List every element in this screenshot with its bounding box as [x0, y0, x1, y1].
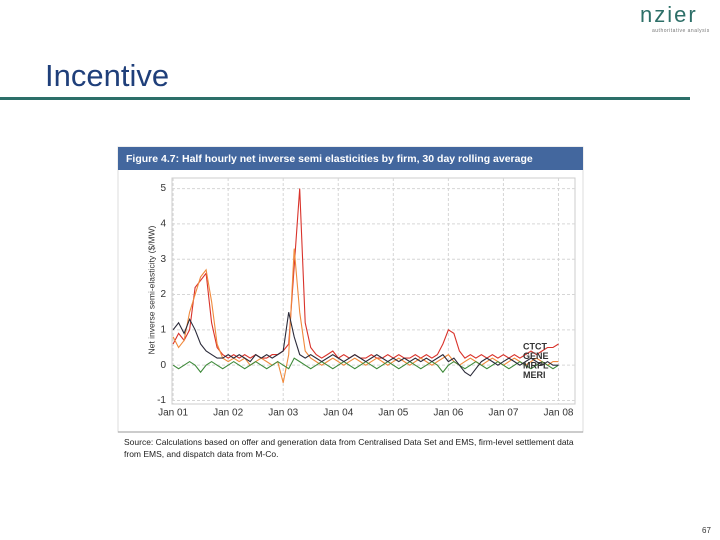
x-tick-label: Jan 04	[323, 408, 353, 419]
page-number: 67	[702, 526, 711, 535]
plot-area	[171, 177, 576, 405]
x-tick-label: Jan 01	[158, 408, 188, 419]
slide-title: Incentive	[45, 58, 170, 93]
legend-label: GENE	[523, 351, 549, 361]
x-tick-label: Jan 08	[543, 408, 573, 419]
legend-label: MERI	[523, 370, 546, 380]
series-line	[172, 248, 559, 383]
x-tick-label: Jan 07	[488, 408, 518, 419]
x-tick-label: Jan 02	[213, 408, 243, 419]
y-tick-label: 0	[160, 360, 166, 371]
series-line	[172, 188, 559, 359]
series-line	[172, 312, 559, 377]
y-tick-label: 3	[160, 254, 166, 265]
figure-header	[118, 147, 583, 170]
y-tick-label: 2	[160, 289, 166, 300]
y-tick-label: 4	[160, 219, 166, 230]
legend-label: MRPL	[523, 360, 549, 370]
y-tick-label: -1	[157, 395, 166, 406]
y-tick-label: 1	[160, 324, 166, 335]
chart-title: Figure 4.7: Half hourly net inverse semi…	[126, 153, 533, 165]
y-tick-label: 5	[160, 183, 166, 194]
x-tick-label: Jan 05	[378, 408, 408, 419]
tagline: authoritative analysis	[652, 28, 710, 34]
x-tick-label: Jan 03	[268, 408, 298, 419]
source-note: Source: Calculations based on offer and …	[124, 437, 574, 459]
title-rule	[0, 97, 690, 100]
x-tick-label: Jan 06	[433, 408, 463, 419]
y-axis-label: Net inverse semi-elasticity ($/MW)	[146, 225, 156, 354]
legend-label: CTCT	[523, 341, 547, 351]
logo: nzier	[640, 2, 698, 27]
